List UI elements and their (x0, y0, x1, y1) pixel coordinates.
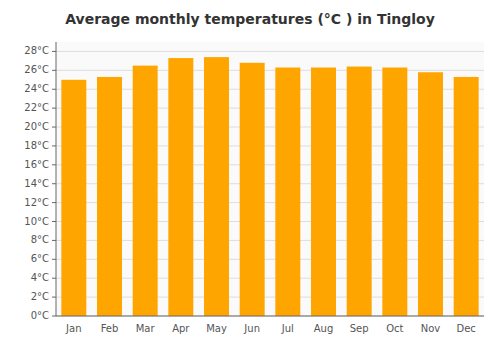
y-tick (52, 70, 56, 71)
y-tick (52, 51, 56, 52)
bar (454, 77, 479, 316)
y-tick-label: 4°C (31, 272, 49, 283)
bar (347, 67, 372, 316)
y-tick (52, 297, 56, 298)
y-tick (52, 259, 56, 260)
bar (418, 72, 443, 316)
x-tick-label: Sep (350, 323, 369, 334)
grid-line (56, 70, 484, 71)
y-tick (52, 89, 56, 90)
y-axis: 0°C 2°C 4°C 6°C 8°C 10°C 12°C 14°C 16°C 18°C 20°C 2… (24, 42, 56, 321)
y-tick-label: 8°C (31, 234, 49, 245)
bar (382, 68, 407, 316)
y-tick-label: 14°C (24, 178, 49, 189)
bar (204, 57, 229, 316)
y-tick-label: 26°C (24, 64, 49, 75)
y-tick-label: 10°C (24, 216, 49, 227)
x-tick-label: Jun (243, 323, 260, 334)
y-tick (52, 316, 56, 317)
bar (240, 63, 265, 316)
y-tick-label: 16°C (24, 159, 49, 170)
x-tick-label: Jan (65, 323, 81, 334)
y-tick (52, 108, 56, 109)
y-tick (52, 183, 56, 184)
y-tick (52, 127, 56, 128)
y-tick-label: 22°C (24, 102, 49, 113)
chart-svg: 0°C 2°C 4°C 6°C 8°C 10°C 12°C 14°C 16°C 18°C 20°C 2… (0, 0, 500, 350)
x-tick-label: May (206, 323, 227, 334)
y-tick-label: 24°C (24, 83, 49, 94)
grid-line (56, 51, 484, 52)
y-tick-label: 0°C (31, 310, 49, 321)
bar (168, 58, 193, 316)
y-tick (52, 240, 56, 241)
y-tick-label: 2°C (31, 291, 49, 302)
chart-container: 0°C 2°C 4°C 6°C 8°C 10°C 12°C 14°C 16°C 18°C 20°C 2… (0, 0, 500, 350)
y-tick (52, 278, 56, 279)
x-tick-label: Oct (386, 323, 403, 334)
x-tick-label: Jul (281, 323, 294, 334)
x-tick-label: Aug (314, 323, 334, 334)
grid-line (56, 316, 484, 317)
plot-background (56, 42, 484, 316)
bar (133, 66, 158, 316)
y-tick (52, 164, 56, 165)
y-tick-label: 12°C (24, 197, 49, 208)
chart-title: Average monthly temperatures (°C ) in Ti… (65, 11, 435, 27)
y-tick-label: 6°C (31, 253, 49, 264)
x-tick-label: Mar (136, 323, 156, 334)
y-tick (52, 221, 56, 222)
y-tick-label: 18°C (24, 140, 49, 151)
y-tick-label: 28°C (24, 45, 49, 56)
x-axis: Jan Feb Mar Apr May Jun Jul Aug Sep Oct Nov Dec (56, 316, 484, 334)
bar (61, 80, 86, 316)
y-tick (52, 145, 56, 146)
bar (311, 68, 336, 316)
bars (61, 57, 478, 316)
bar (275, 68, 300, 316)
x-axis-line (56, 316, 484, 317)
y-tick-label: 20°C (24, 121, 49, 132)
y-axis-line (56, 42, 57, 316)
y-tick (52, 202, 56, 203)
x-tick-label: Nov (421, 323, 441, 334)
x-tick-label: Dec (456, 323, 475, 334)
bar (97, 77, 122, 316)
y-grid (56, 51, 484, 316)
x-tick-label: Feb (101, 323, 119, 334)
x-tick-label: Apr (172, 323, 190, 334)
